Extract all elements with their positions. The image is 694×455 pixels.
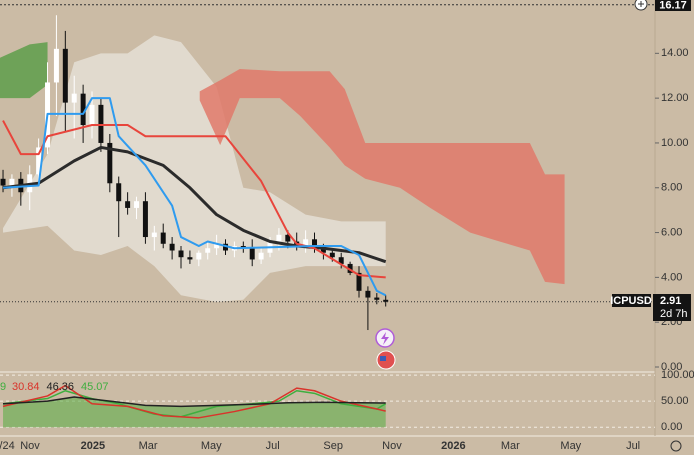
line <box>2 389 387 418</box>
x-tick-label: 2025 <box>81 440 105 452</box>
y-tick-label: 12.00 <box>661 92 689 104</box>
candle-body <box>169 243 175 251</box>
x-tick-label: 2026 <box>441 440 465 452</box>
legend-value: 45.07 <box>81 381 109 393</box>
y-tick-label: 0.00 <box>661 361 682 373</box>
y-tick-label: 6.00 <box>661 226 682 238</box>
x-tick-label: Sep <box>323 440 343 452</box>
line <box>2 120 386 279</box>
countdown-label: 2d 7h <box>660 308 688 320</box>
settings-button[interactable] <box>670 440 682 452</box>
x-tick-label: Nov <box>20 440 40 452</box>
candle-body <box>329 252 335 258</box>
high-marker-box <box>655 0 691 11</box>
lightning-glyph <box>381 332 389 345</box>
symbol-box <box>612 294 651 307</box>
candle-body <box>347 263 353 273</box>
candle-body <box>196 252 202 260</box>
y-tick-label: 14.00 <box>661 47 689 59</box>
candle-body <box>178 250 184 258</box>
line <box>2 384 386 419</box>
candle-body <box>374 297 380 300</box>
candle-body <box>116 183 122 202</box>
candle-body <box>258 252 264 260</box>
candle-body <box>62 48 68 103</box>
candle-body <box>160 232 166 244</box>
candle-body <box>320 248 326 253</box>
candle-body <box>249 248 255 260</box>
candle-body <box>303 239 309 247</box>
candle-body <box>53 48 59 83</box>
x-tick-label: Jul <box>266 440 280 452</box>
y-tick-label: 10.00 <box>661 137 689 149</box>
candle-body <box>187 257 193 260</box>
candle-body <box>9 178 15 186</box>
y-tick-label: 50.00 <box>661 395 689 407</box>
plus-glyph <box>638 1 644 7</box>
candle-body <box>214 243 220 249</box>
x-tick-label: Nov <box>382 440 402 452</box>
candle-body <box>276 234 282 242</box>
y-tick-label: 100.00 <box>661 369 694 381</box>
x-tick-label: Jul <box>626 440 640 452</box>
candle-body <box>98 104 104 143</box>
x-tick-label: /24 <box>0 440 15 452</box>
candle-body <box>151 232 157 238</box>
candle-body <box>383 299 389 302</box>
candle-body <box>223 243 229 251</box>
legend-cut: 9 <box>0 381 6 393</box>
x-tick-label: Mar <box>501 440 520 452</box>
band <box>199 69 565 285</box>
candle-body <box>312 239 318 249</box>
candle-body <box>71 93 77 103</box>
line <box>2 97 387 297</box>
candle-body <box>205 248 211 253</box>
candle-body <box>356 272 362 291</box>
x-tick-label: May <box>201 440 222 452</box>
candle-body <box>134 201 140 208</box>
candle-body <box>125 201 131 208</box>
candle-body <box>285 234 291 242</box>
legend-value: 30.84 <box>12 381 40 393</box>
high-marker-label: 16.17 <box>659 0 687 11</box>
candle-body <box>142 201 148 238</box>
candle-body <box>80 93 86 126</box>
symbol-label: ICPUSD <box>610 295 652 307</box>
last-price-label: 2.91 <box>660 295 681 307</box>
band <box>0 42 48 99</box>
price-box <box>653 294 691 321</box>
x-tick-label: Mar <box>139 440 158 452</box>
candle-body <box>89 104 95 126</box>
candle-body <box>365 290 371 298</box>
x-tick-label: May <box>560 440 581 452</box>
flag-glyph <box>380 356 386 361</box>
candle-body <box>0 178 6 186</box>
y-tick-label: 0.00 <box>661 421 682 433</box>
legend-value: 46.36 <box>47 381 75 393</box>
candle-body <box>107 142 113 184</box>
y-tick-label: 8.00 <box>661 182 682 194</box>
candle-body <box>36 147 42 175</box>
y-tick-label: 4.00 <box>661 271 682 283</box>
line <box>2 145 387 264</box>
candle-body <box>338 257 344 264</box>
line <box>2 396 386 408</box>
